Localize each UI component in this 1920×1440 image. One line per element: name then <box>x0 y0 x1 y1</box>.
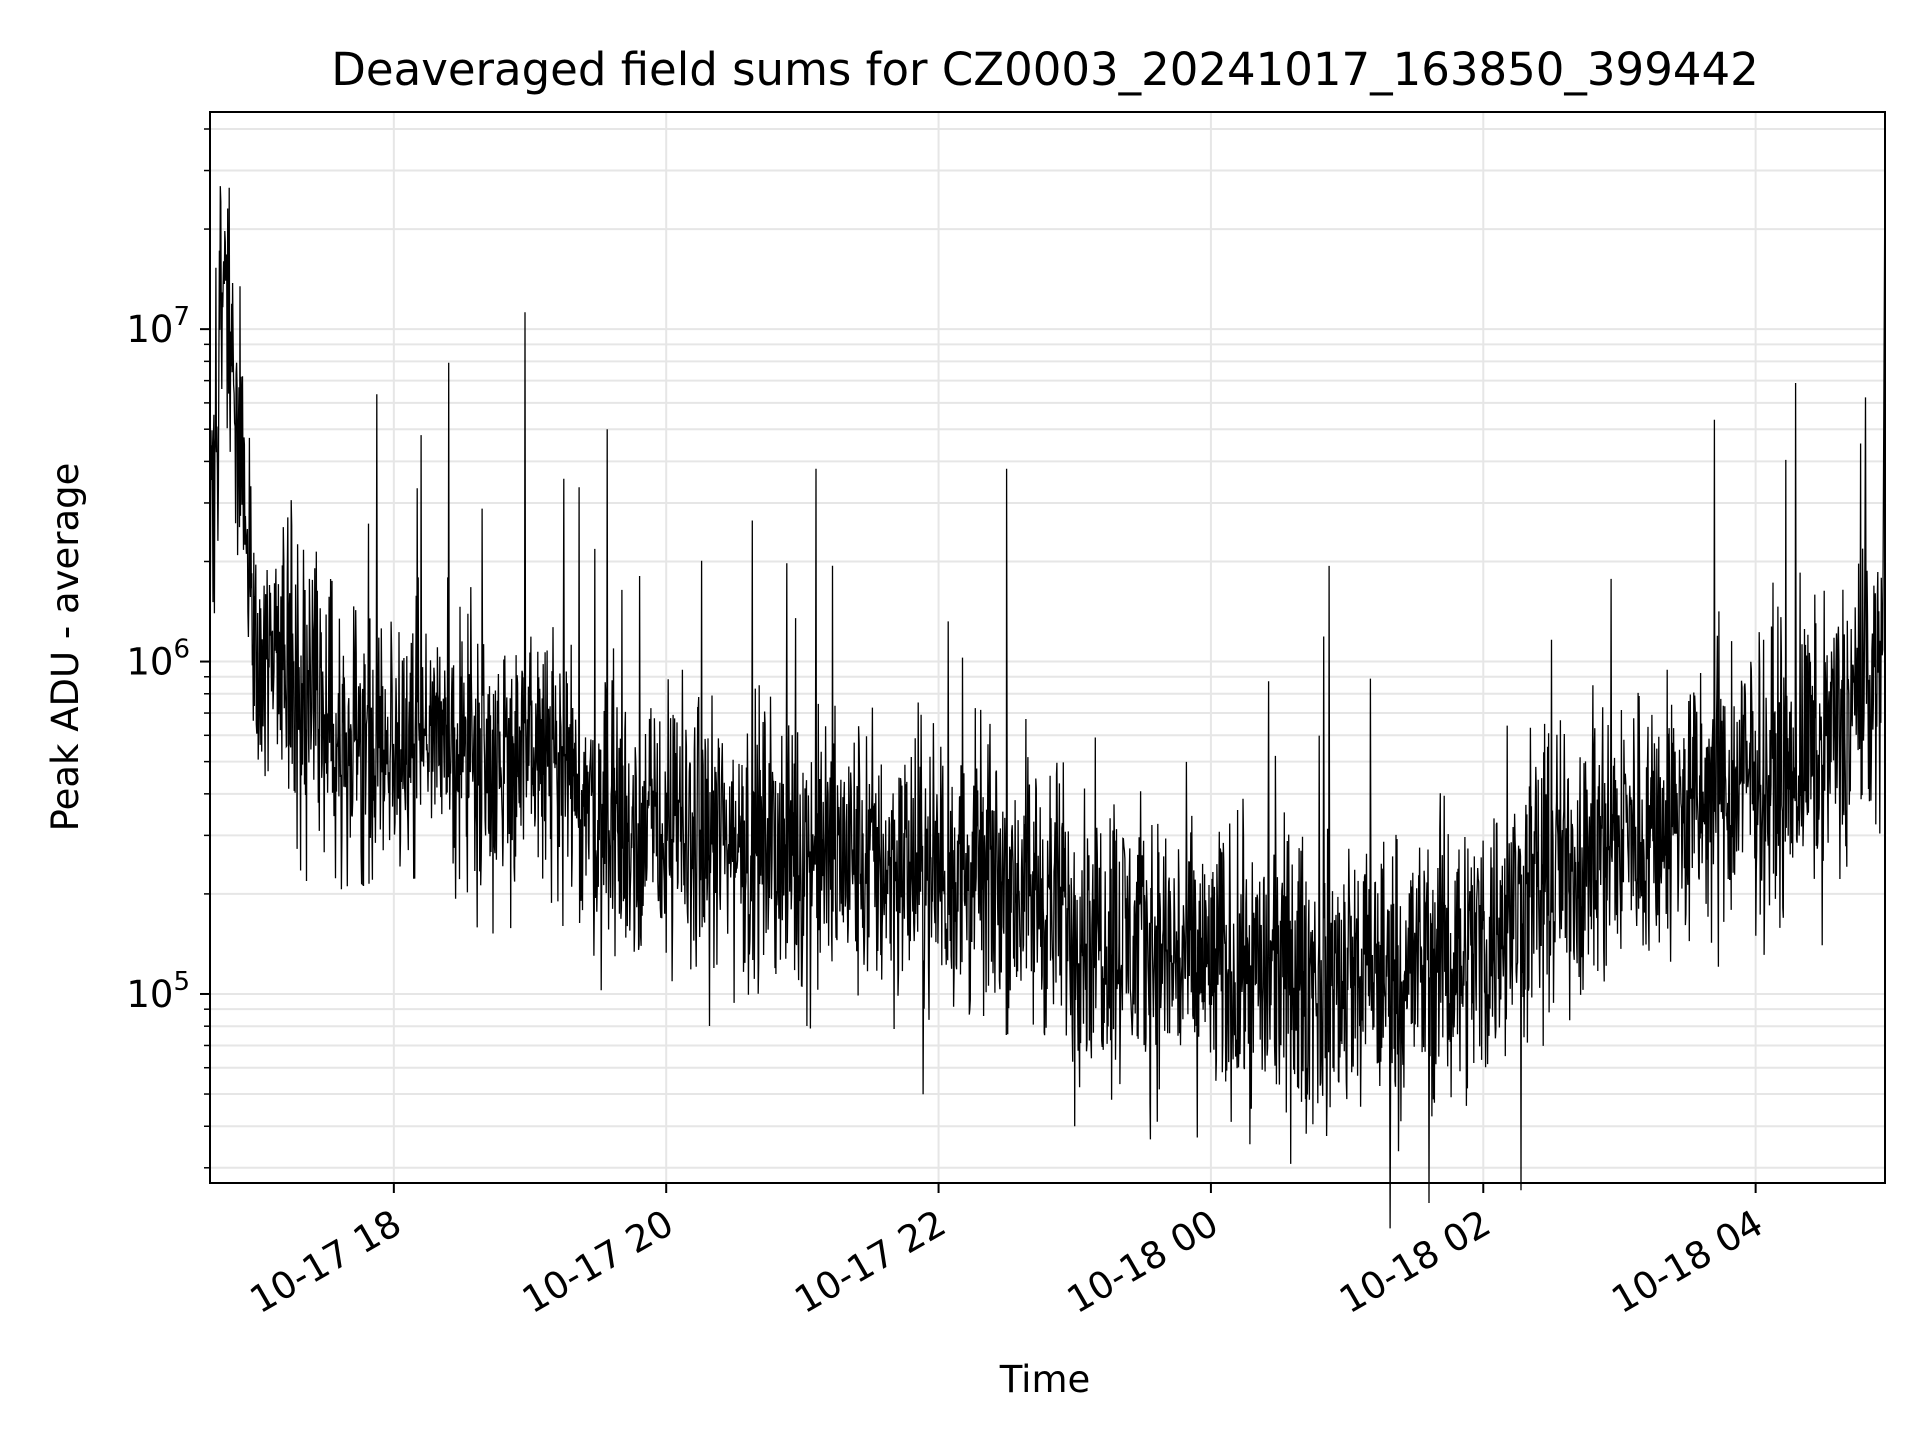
y-tick-label: 107 <box>126 302 190 351</box>
y-tick-label-base: 10 <box>126 641 173 684</box>
y-tick-label: 105 <box>126 967 190 1016</box>
y-axis-title: Peak ADU - average <box>44 463 87 832</box>
series-line <box>209 161 1886 1229</box>
x-axis-title: Time <box>999 1358 1091 1401</box>
y-tick-label-base: 10 <box>126 973 173 1016</box>
series-layer <box>209 161 1886 1229</box>
y-tick-label-exponent: 6 <box>173 635 190 665</box>
y-tick-label-base: 10 <box>126 308 173 351</box>
chart-title: Deaveraged field sums for CZ0003_2024101… <box>331 43 1758 96</box>
y-tick-label-exponent: 5 <box>173 967 190 997</box>
y-tick-label: 106 <box>126 635 190 684</box>
plot-frame <box>209 111 1886 1184</box>
y-tick-label-exponent: 7 <box>173 302 190 332</box>
grid-layer <box>210 112 1885 1183</box>
